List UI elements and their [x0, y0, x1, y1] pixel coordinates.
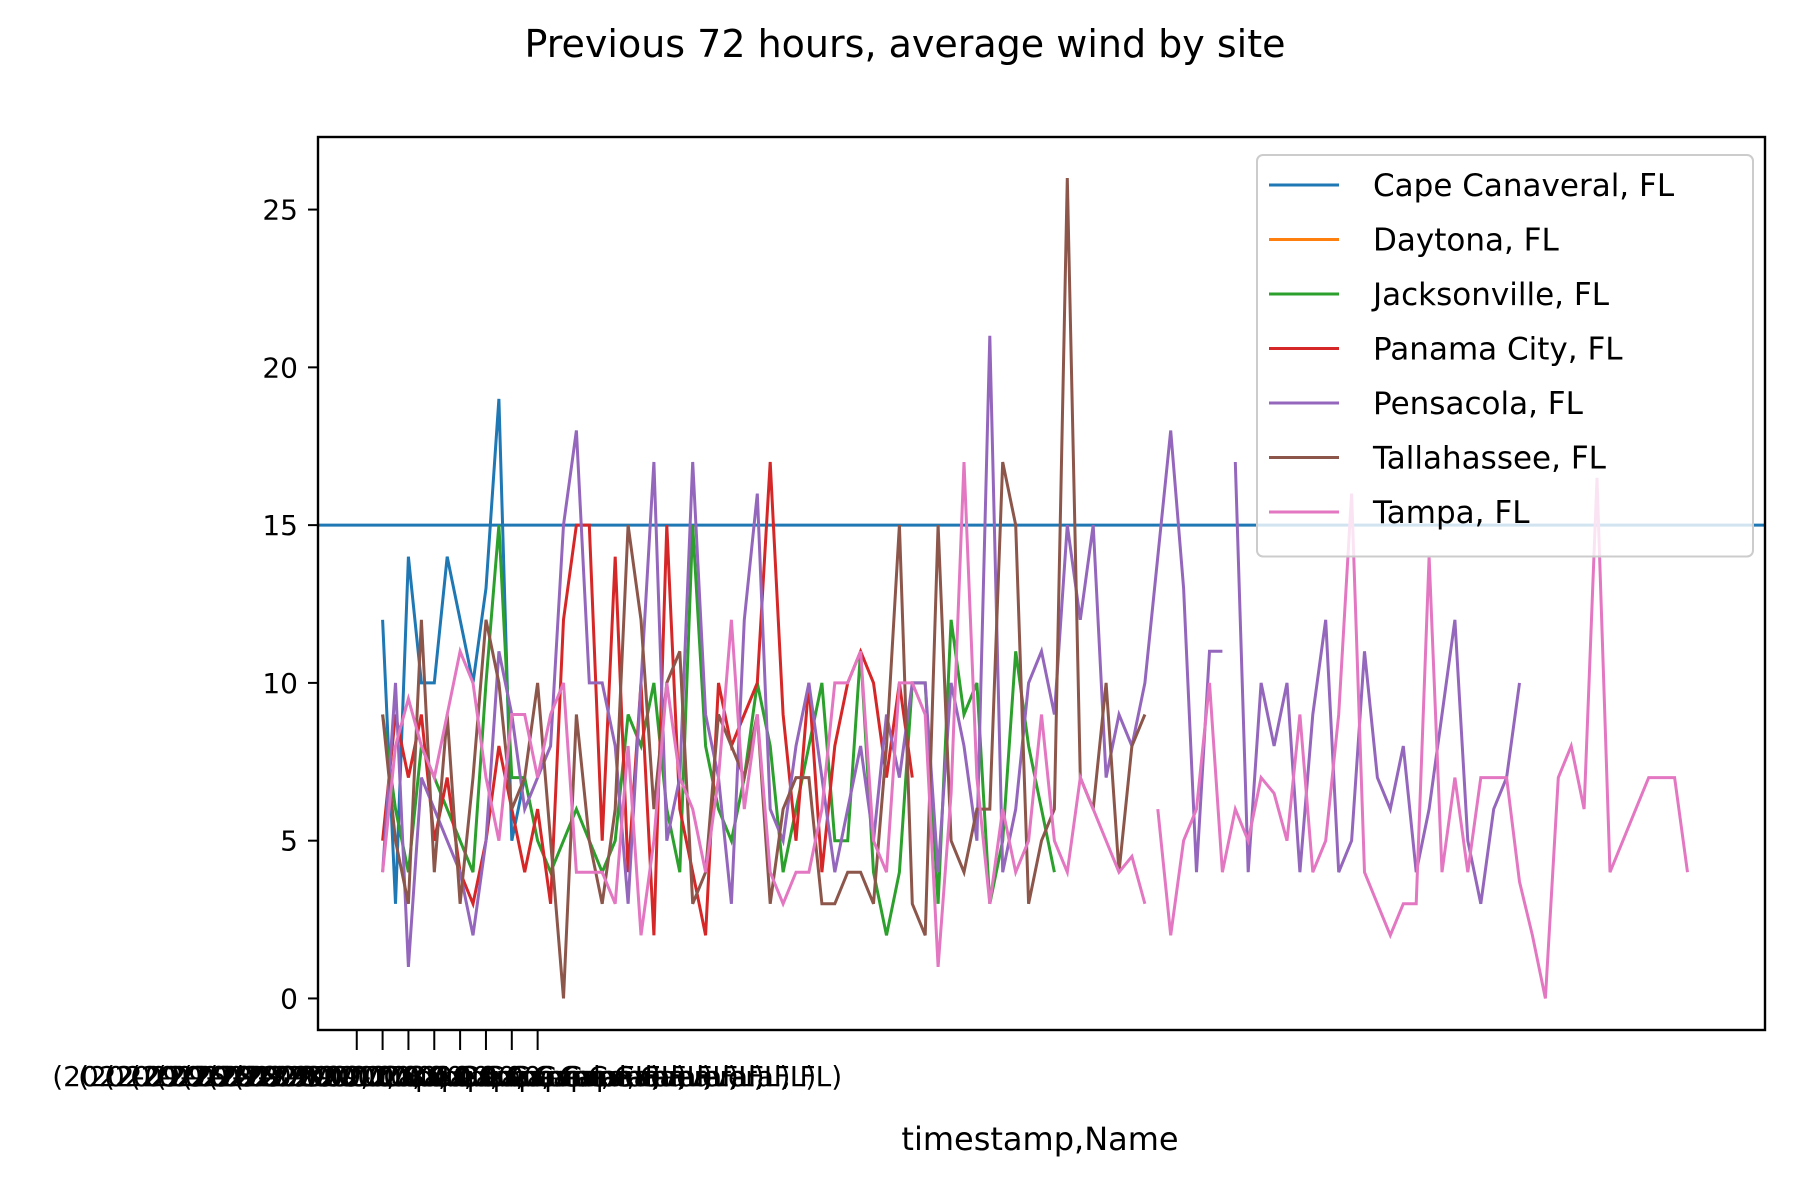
y-tick-label: 5	[280, 825, 298, 858]
legend-label: Pensacola, FL	[1373, 386, 1584, 422]
y-tick-label: 25	[262, 194, 298, 227]
y-tick-label: 15	[262, 509, 298, 542]
x-tick-label: (2022-09-27 04:00:00, Cape Canaveral, FL…	[233, 1060, 842, 1093]
legend: Cape Canaveral, FL Daytona, FL Jacksonvill…	[1256, 154, 1754, 558]
x-tick-label: (2022-09-27 01:00:00, Cape Canaveral, FL…	[156, 1060, 765, 1093]
legend-label: Cape Canaveral, FL	[1373, 168, 1675, 204]
y-tick-label: 20	[262, 351, 298, 384]
legend-label: Tallahassee, FL	[1372, 441, 1607, 477]
x-tick-label: (2022-09-27 00:00:00, Cape Canaveral, FL…	[130, 1060, 739, 1093]
y-tick-label: 0	[280, 982, 298, 1015]
legend-box	[1256, 154, 1754, 558]
y-tick-label: 10	[262, 667, 298, 700]
series-layer	[318, 177, 1765, 999]
legend-label: Tampa, FL	[1372, 495, 1530, 531]
legend-label: Daytona, FL	[1373, 223, 1560, 259]
series-line-5	[381, 335, 1223, 968]
series-line-4	[381, 461, 914, 936]
chart-title: Previous 72 hours, average wind by site	[525, 22, 1286, 66]
series-line-1	[381, 398, 527, 904]
x-tick-label: (2022-09-26 23:00:00, Cape Canaveral, FL…	[104, 1060, 713, 1093]
x-tick-label: (2022-09-26 22:00:00, Cape Canaveral, FL…	[78, 1060, 687, 1093]
x-axis-label: timestamp,Name	[901, 1120, 1178, 1158]
x-tick-label: (2022-09-27 02:00:00, Cape Canaveral, FL…	[181, 1060, 790, 1093]
series-line-6	[1233, 461, 1521, 905]
x-axis: (2022-09-26 21:00:00, Cape Canaveral, FL…	[52, 1030, 842, 1093]
y-axis: 0 5 10 15 20 25	[262, 194, 318, 1015]
legend-label: Jacksonville, FL	[1371, 277, 1610, 313]
x-tick-label: (2022-09-26 21:00:00, Cape Canaveral, FL…	[52, 1060, 661, 1093]
series-line-8	[381, 461, 1147, 968]
plot-frame	[316, 135, 1767, 1032]
x-tick-label: (2022-09-27 03:00:00, Cape Canaveral, FL…	[207, 1060, 816, 1093]
legend-label: Panama City, FL	[1373, 332, 1623, 368]
